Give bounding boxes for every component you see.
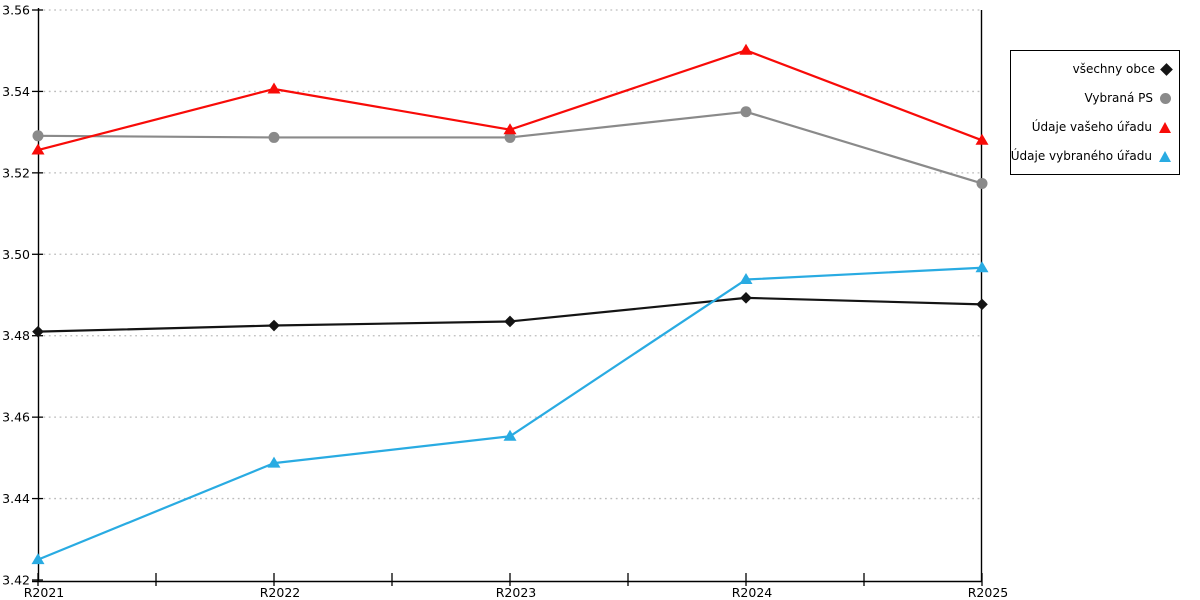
y-tick-label: 3.52 <box>2 165 30 180</box>
legend-label: Údaje vašeho úřadu <box>1031 120 1152 134</box>
diamond-marker-icon <box>1160 62 1173 76</box>
series-1 <box>32 106 988 189</box>
y-tick-label: 3.46 <box>2 410 30 425</box>
axes <box>32 8 983 583</box>
triangle-marker-icon <box>1159 121 1171 133</box>
series-3 <box>31 261 989 565</box>
x-axis-labels: R2021 R2022 R2023 R2024 R2025 <box>24 573 1009 600</box>
circle-marker-icon <box>1160 92 1171 104</box>
legend-item-vybrana-ps: Vybraná PS <box>1015 85 1171 111</box>
y-tick-label: 3.56 <box>2 3 30 18</box>
legend-label: Vybraná PS <box>1084 91 1153 105</box>
series-0 <box>32 292 988 338</box>
y-tick-label: 3.44 <box>2 491 30 506</box>
y-tick-label: 3.50 <box>2 247 30 262</box>
legend-item-udaje-vybraneho-uradu: Údaje vybraného úřadu <box>1011 143 1171 169</box>
x-tick-label: R2024 <box>732 585 773 600</box>
y-tick-label: 3.54 <box>2 84 30 99</box>
y-tick-label: 3.48 <box>2 328 30 343</box>
legend-label: Údaje vybraného úřadu <box>1010 149 1152 163</box>
legend-item-vsechny-obce: všechny obce <box>1015 56 1173 82</box>
x-tick-label: R2025 <box>968 585 1009 600</box>
legend-label: všechny obce <box>1072 62 1155 76</box>
legend-box: všechny obce Vybraná PS Údaje vašeho úřa… <box>1010 50 1180 175</box>
x-tick-label: R2021 <box>24 585 65 600</box>
x-tick-label: R2022 <box>260 585 301 600</box>
y-tick-label: 3.42 <box>2 573 30 588</box>
legend-item-udaje-vaseho-uradu: Údaje vašeho úřadu <box>1015 114 1171 140</box>
y-axis-labels: 3.42 3.44 3.46 3.48 3.50 3.52 3.54 3.56 <box>2 3 43 588</box>
gridlines <box>38 9 982 500</box>
x-tick-label: R2023 <box>496 585 537 600</box>
triangle-marker-icon <box>1159 150 1171 162</box>
series-2 <box>31 43 989 155</box>
